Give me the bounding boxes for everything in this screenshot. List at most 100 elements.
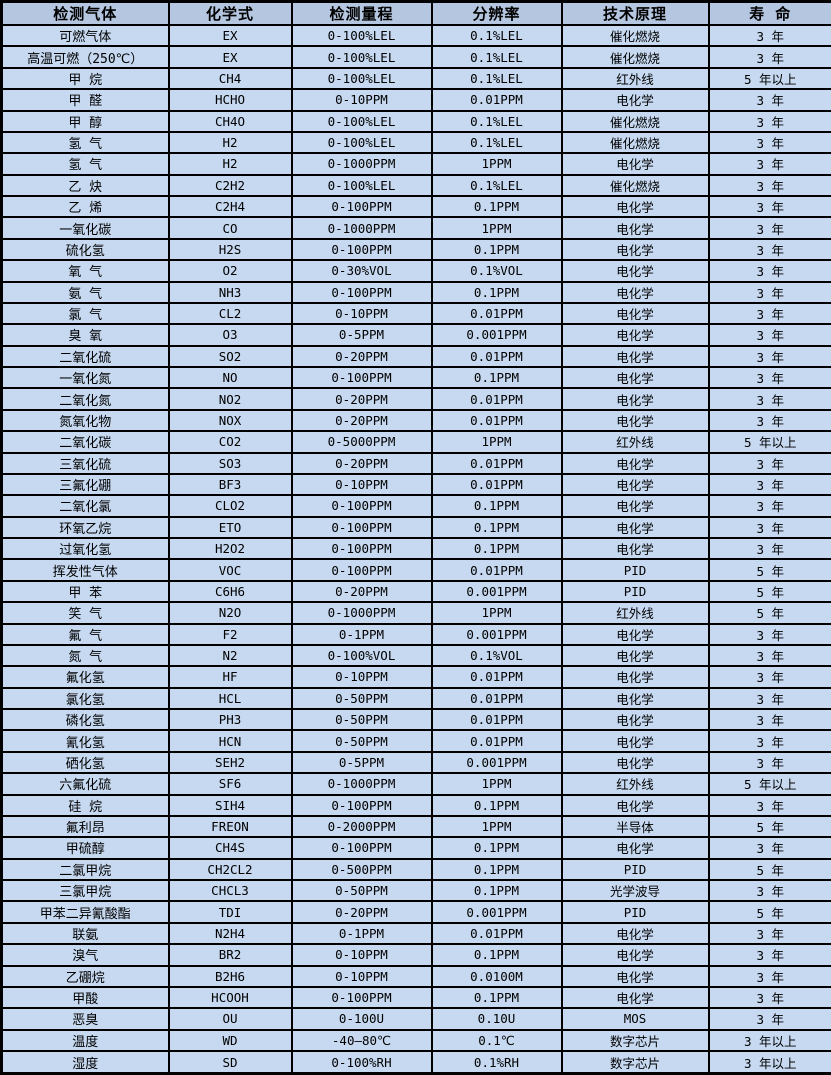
gas-name-cell: 二氯甲烷 bbox=[0, 857, 170, 882]
range-cell: 0-100PPM bbox=[290, 365, 433, 390]
range-cell: 0-100%LEL bbox=[290, 173, 433, 198]
table-row: 甲 烷 CH4 0-100%LEL 0.1%LEL 红外线 5 年以上 bbox=[0, 66, 831, 91]
gas-name-cell: 乙硼烷 bbox=[0, 964, 170, 988]
table-row: 高温可燃（250℃） EX 0-100%LEL 0.1%LEL 催化燃烧 3 年 bbox=[0, 45, 831, 69]
range-cell: 0-20PPM bbox=[290, 451, 433, 475]
lifespan-cell: 5 年 bbox=[707, 900, 831, 924]
principle-cell: 电化学 bbox=[560, 88, 710, 112]
header-row: 检测气体 化学式 检测量程 分辨率 技术原理 寿 命 bbox=[0, 0, 831, 26]
resolution-cell: 1PPM bbox=[430, 772, 563, 796]
principle-cell: 电化学 bbox=[560, 216, 710, 240]
resolution-cell: 0.01PPM bbox=[430, 665, 563, 689]
principle-cell: 电化学 bbox=[560, 622, 710, 646]
range-cell: 0-100PPM bbox=[290, 194, 433, 219]
principle-cell: 电化学 bbox=[560, 964, 710, 988]
range-cell: 0-5PPM bbox=[290, 750, 433, 775]
resolution-cell: 0.1%LEL bbox=[430, 66, 563, 91]
resolution-cell: 0.1PPM bbox=[430, 985, 563, 1010]
range-cell: 0-500PPM bbox=[290, 857, 433, 882]
table-row: 环氧乙烷 ETO 0-100PPM 0.1PPM 电化学 3 年 bbox=[0, 515, 831, 540]
principle-cell: 电化学 bbox=[560, 793, 710, 817]
gas-name-cell: 乙 炔 bbox=[0, 173, 170, 198]
principle-cell: 数字芯片 bbox=[560, 1028, 710, 1053]
table-row: 氰化氢 HCN 0-50PPM 0.01PPM 电化学 3 年 bbox=[0, 729, 831, 753]
resolution-cell: 1PPM bbox=[430, 814, 563, 839]
column-header-formula: 化学式 bbox=[167, 0, 293, 26]
formula-cell: WD bbox=[167, 1028, 293, 1053]
resolution-cell: 0.1PPM bbox=[430, 237, 563, 262]
gas-name-cell: 氧 气 bbox=[0, 259, 170, 283]
resolution-cell: 0.1PPM bbox=[430, 793, 563, 817]
formula-cell: CO bbox=[167, 216, 293, 240]
lifespan-cell: 3 年 bbox=[707, 985, 831, 1010]
principle-cell: 电化学 bbox=[560, 686, 710, 711]
formula-cell: C2H4 bbox=[167, 194, 293, 219]
principle-cell: PID bbox=[560, 579, 710, 604]
principle-cell: PID bbox=[560, 558, 710, 582]
principle-cell: 电化学 bbox=[560, 387, 710, 411]
range-cell: 0-100PPM bbox=[290, 793, 433, 817]
table-row: 二氯甲烷 CH2CL2 0-500PPM 0.1PPM PID 5 年 bbox=[0, 857, 831, 882]
table-row: 氯 气 CL2 0-10PPM 0.01PPM 电化学 3 年 bbox=[0, 301, 831, 326]
table-row: 溴气 BR2 0-10PPM 0.1PPM 电化学 3 年 bbox=[0, 943, 831, 967]
range-cell: 0-100%VOL bbox=[290, 643, 433, 668]
resolution-cell: 1PPM bbox=[430, 601, 563, 625]
resolution-cell: 0.1PPM bbox=[430, 280, 563, 304]
range-cell: 0-1PPM bbox=[290, 622, 433, 646]
gas-name-cell: 二氧化碳 bbox=[0, 430, 170, 454]
principle-cell: 电化学 bbox=[560, 943, 710, 967]
principle-cell: 催化燃烧 bbox=[560, 130, 710, 155]
principle-cell: 红外线 bbox=[560, 772, 710, 796]
principle-cell: 电化学 bbox=[560, 665, 710, 689]
gas-name-cell: 湿度 bbox=[0, 1050, 170, 1075]
resolution-cell: 0.1PPM bbox=[430, 515, 563, 540]
range-cell: 0-50PPM bbox=[290, 686, 433, 711]
range-cell: 0-5000PPM bbox=[290, 430, 433, 454]
resolution-cell: 0.1PPM bbox=[430, 536, 563, 561]
resolution-cell: 0.001PPM bbox=[430, 323, 563, 347]
column-header-gas: 检测气体 bbox=[0, 0, 170, 26]
lifespan-cell: 3 年 bbox=[707, 515, 831, 540]
principle-cell: 电化学 bbox=[560, 323, 710, 347]
table-row: 甲硫醇 CH4S 0-100PPM 0.1PPM 电化学 3 年 bbox=[0, 836, 831, 860]
lifespan-cell: 3 年 bbox=[707, 408, 831, 433]
table-row: 甲 苯 C6H6 0-20PPM 0.001PPM PID 5 年 bbox=[0, 579, 831, 604]
lifespan-cell: 3 年 bbox=[707, 943, 831, 967]
principle-cell: 电化学 bbox=[560, 152, 710, 176]
range-cell: 0-50PPM bbox=[290, 878, 433, 903]
lifespan-cell: 5 年以上 bbox=[707, 430, 831, 454]
resolution-cell: 0.01PPM bbox=[430, 88, 563, 112]
range-cell: 0-100PPM bbox=[290, 558, 433, 582]
lifespan-cell: 3 年 bbox=[707, 494, 831, 518]
principle-cell: 电化学 bbox=[560, 494, 710, 518]
lifespan-cell: 3 年 bbox=[707, 323, 831, 347]
principle-cell: 电化学 bbox=[560, 836, 710, 860]
lifespan-cell: 3 年 bbox=[707, 643, 831, 668]
range-cell: 0-100%LEL bbox=[290, 130, 433, 155]
gas-name-cell: 甲 烷 bbox=[0, 66, 170, 91]
formula-cell: SO2 bbox=[167, 344, 293, 369]
formula-cell: BF3 bbox=[167, 472, 293, 497]
lifespan-cell: 3 年 bbox=[707, 216, 831, 240]
formula-cell: FREON bbox=[167, 814, 293, 839]
range-cell: 0-100%RH bbox=[290, 1050, 433, 1075]
range-cell: 0-50PPM bbox=[290, 707, 433, 732]
gas-name-cell: 高温可燃（250℃） bbox=[0, 45, 170, 69]
formula-cell: SIH4 bbox=[167, 793, 293, 817]
formula-cell: HCOOH bbox=[167, 985, 293, 1010]
table-row: 氢 气 H2 0-1000PPM 1PPM 电化学 3 年 bbox=[0, 152, 831, 176]
range-cell: 0-1PPM bbox=[290, 921, 433, 946]
gas-name-cell: 臭 氧 bbox=[0, 323, 170, 347]
gas-name-cell: 硒化氢 bbox=[0, 750, 170, 775]
principle-cell: 电化学 bbox=[560, 344, 710, 369]
table-row: 甲苯二异氰酸酯 TDI 0-20PPM 0.001PPM PID 5 年 bbox=[0, 900, 831, 924]
lifespan-cell: 5 年 bbox=[707, 857, 831, 882]
lifespan-cell: 5 年 bbox=[707, 601, 831, 625]
formula-cell: SD bbox=[167, 1050, 293, 1075]
gas-name-cell: 笑 气 bbox=[0, 601, 170, 625]
gas-name-cell: 甲硫醇 bbox=[0, 836, 170, 860]
formula-cell: CHCL3 bbox=[167, 878, 293, 903]
resolution-cell: 0.1PPM bbox=[430, 494, 563, 518]
formula-cell: B2H6 bbox=[167, 964, 293, 988]
formula-cell: TDI bbox=[167, 900, 293, 924]
